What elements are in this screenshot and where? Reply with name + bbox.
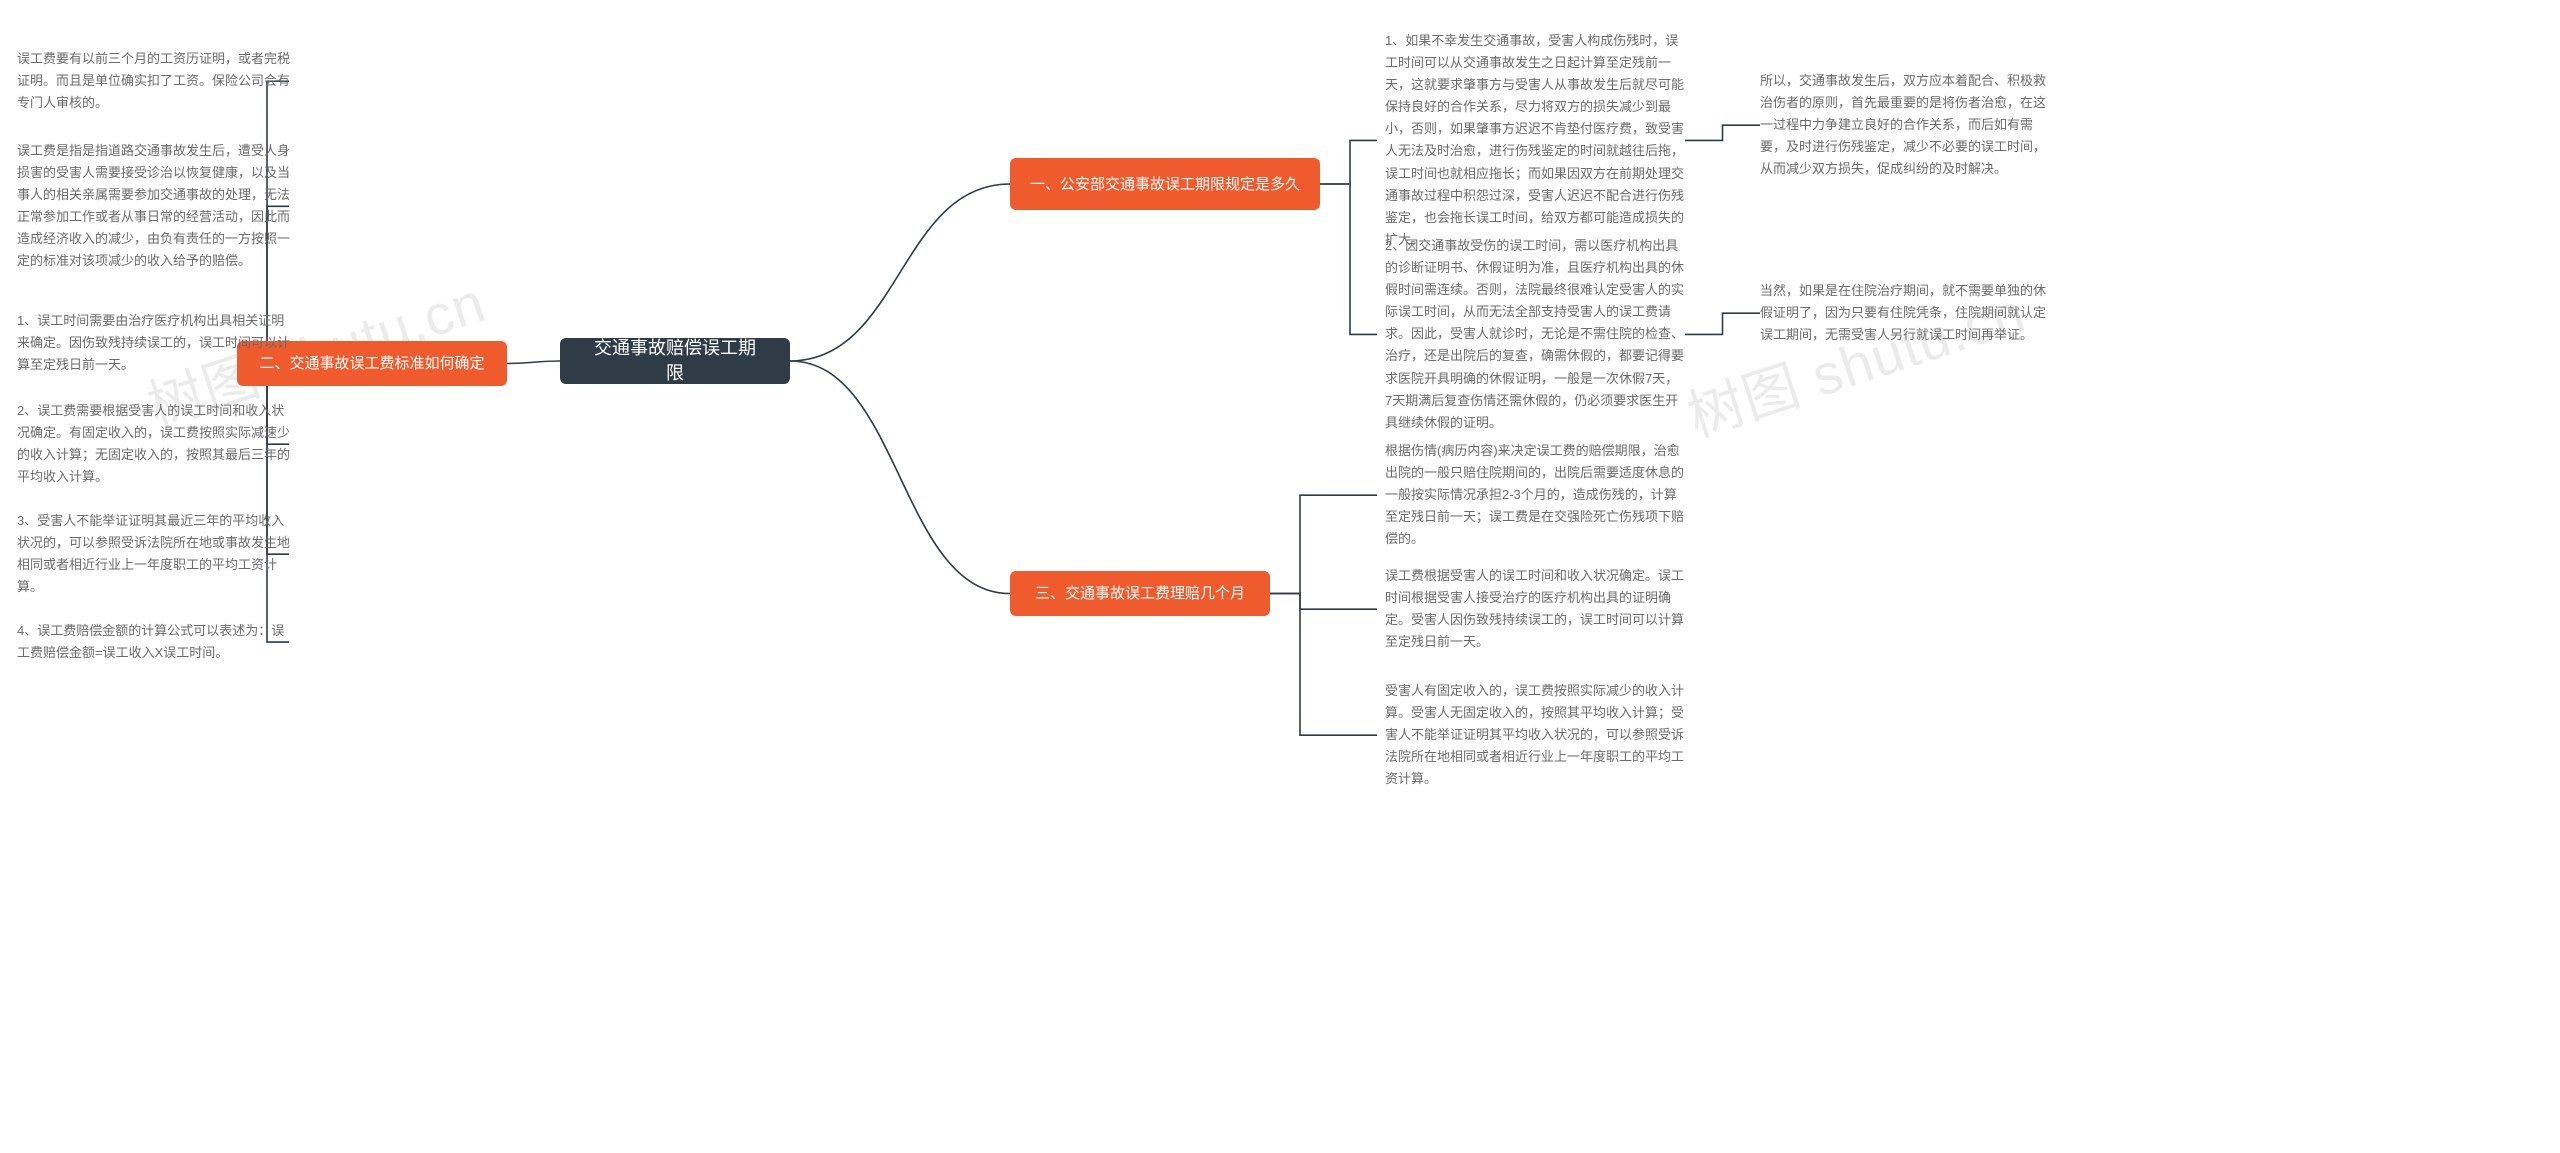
leaf-3a: 根据伤情(病历内容)来决定误工费的赔偿期限，治愈出院的一般只赔住院期间的，出院后… xyxy=(1385,440,1685,550)
leaf-2e: 3、受害人不能举证证明其最近三年的平均收入状况的，可以参照受诉法院所在地或事故发… xyxy=(17,510,297,598)
leaf-1a: 1、如果不幸发生交通事故，受害人构成伤残时，误工时间可以从交通事故发生之日起计算… xyxy=(1385,30,1685,251)
branch-1: 一、公安部交通事故误工期限规定是多久 xyxy=(1010,158,1320,210)
leaf-1b2: 当然，如果是在住院治疗期间，就不需要单独的休假证明了，因为只要有住院凭条，住院期… xyxy=(1760,280,2050,346)
root-node: 交通事故赔偿误工期限 xyxy=(560,338,790,384)
leaf-2a: 误工费要有以前三个月的工资历证明，或者完税证明。而且是单位确实扣了工资。保险公司… xyxy=(17,48,297,114)
leaf-1a2: 所以，交通事故发生后，双方应本着配合、积极救治伤者的原则，首先最重要的是将伤者治… xyxy=(1760,70,2050,180)
leaf-2b: 误工费是指是指道路交通事故发生后，遭受人身损害的受害人需要接受诊治以恢复健康，以… xyxy=(17,140,297,273)
leaf-2f: 4、误工费赔偿金额的计算公式可以表述为：误工费赔偿金额=误工收入X误工时间。 xyxy=(17,620,297,664)
branch-3: 三、交通事故误工费理赔几个月 xyxy=(1010,571,1270,616)
leaf-1b: 2、因交通事故受伤的误工时间，需以医疗机构出具的诊断证明书、休假证明为准，且医疗… xyxy=(1385,235,1685,434)
leaf-3b: 误工费根据受害人的误工时间和收入状况确定。误工时间根据受害人接受治疗的医疗机构出… xyxy=(1385,565,1685,653)
leaf-2d: 2、误工费需要根据受害人的误工时间和收入状况确定。有固定收入的，误工费按照实际减… xyxy=(17,400,297,488)
leaf-3c: 受害人有固定收入的，误工费按照实际减少的收入计算。受害人无固定收入的，按照其平均… xyxy=(1385,680,1685,790)
leaf-2c: 1、误工时间需要由治疗医疗机构出具相关证明来确定。因伤致残持续误工的，误工时间可… xyxy=(17,310,297,376)
